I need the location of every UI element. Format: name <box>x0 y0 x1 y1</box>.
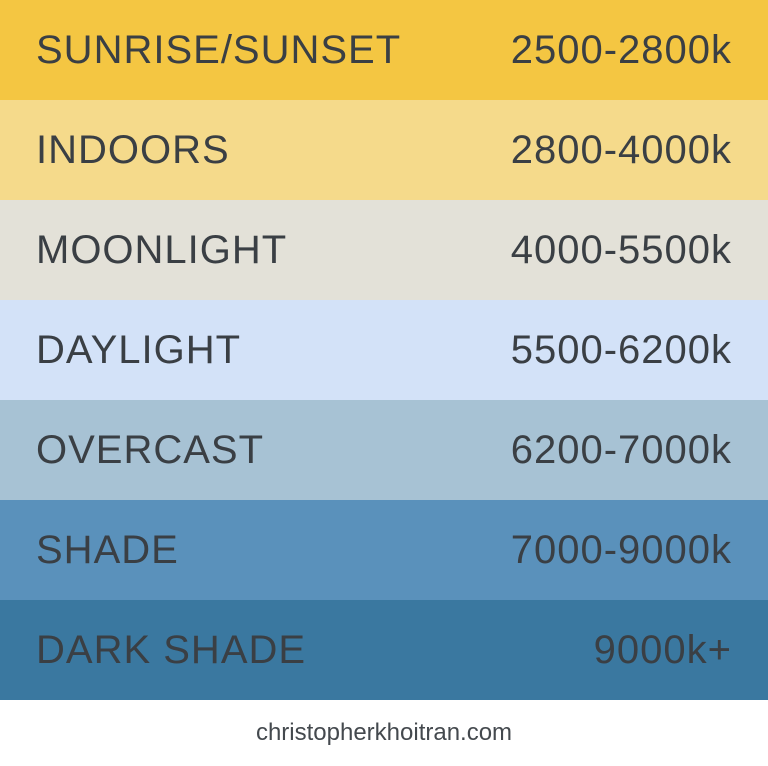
temp-label: MOONLIGHT <box>36 228 287 273</box>
temp-row-moonlight: MOONLIGHT 4000-5500k <box>0 200 768 300</box>
temp-label: DAYLIGHT <box>36 328 241 373</box>
temp-range: 7000-9000k <box>511 528 732 573</box>
temp-row-daylight: DAYLIGHT 5500-6200k <box>0 300 768 400</box>
temp-row-indoors: INDOORS 2800-4000k <box>0 100 768 200</box>
temp-row-dark-shade: DARK SHADE 9000k+ <box>0 600 768 700</box>
temp-label: INDOORS <box>36 128 230 173</box>
temp-label: DARK SHADE <box>36 628 306 673</box>
temp-row-sunrise-sunset: SUNRISE/SUNSET 2500-2800k <box>0 0 768 100</box>
temp-range: 5500-6200k <box>511 328 732 373</box>
temp-range: 2500-2800k <box>511 28 732 73</box>
temp-range: 4000-5500k <box>511 228 732 273</box>
temp-row-overcast: OVERCAST 6200-7000k <box>0 400 768 500</box>
temp-label: SHADE <box>36 528 179 573</box>
footer-credit: christopherkhoitran.com <box>0 700 768 766</box>
footer-text: christopherkhoitran.com <box>256 719 512 747</box>
temp-row-shade: SHADE 7000-9000k <box>0 500 768 600</box>
temp-label: SUNRISE/SUNSET <box>36 28 401 73</box>
temp-range: 9000k+ <box>594 628 732 673</box>
temp-range: 2800-4000k <box>511 128 732 173</box>
temp-label: OVERCAST <box>36 428 264 473</box>
temp-range: 6200-7000k <box>511 428 732 473</box>
